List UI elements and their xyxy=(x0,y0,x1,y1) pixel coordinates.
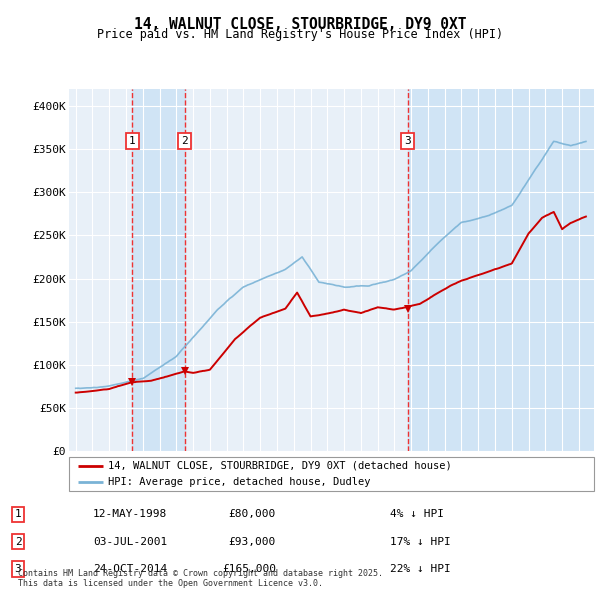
Text: 1: 1 xyxy=(14,510,22,519)
Text: Price paid vs. HM Land Registry's House Price Index (HPI): Price paid vs. HM Land Registry's House … xyxy=(97,28,503,41)
Text: HPI: Average price, detached house, Dudley: HPI: Average price, detached house, Dudl… xyxy=(109,477,371,487)
Text: 12-MAY-1998: 12-MAY-1998 xyxy=(93,510,167,519)
Text: 4% ↓ HPI: 4% ↓ HPI xyxy=(390,510,444,519)
Text: 22% ↓ HPI: 22% ↓ HPI xyxy=(390,564,451,573)
Text: 2: 2 xyxy=(14,537,22,546)
Text: £93,000: £93,000 xyxy=(229,537,276,546)
Text: 1: 1 xyxy=(128,136,136,146)
Text: 24-OCT-2014: 24-OCT-2014 xyxy=(93,564,167,573)
Text: 2: 2 xyxy=(181,136,188,146)
Text: £80,000: £80,000 xyxy=(229,510,276,519)
Text: 3: 3 xyxy=(404,136,412,146)
Text: 14, WALNUT CLOSE, STOURBRIDGE, DY9 0XT (detached house): 14, WALNUT CLOSE, STOURBRIDGE, DY9 0XT (… xyxy=(109,461,452,471)
Bar xyxy=(408,88,594,451)
Bar xyxy=(132,88,185,451)
Text: 14, WALNUT CLOSE, STOURBRIDGE, DY9 0XT: 14, WALNUT CLOSE, STOURBRIDGE, DY9 0XT xyxy=(134,17,466,31)
Text: 3: 3 xyxy=(14,564,22,573)
Text: Contains HM Land Registry data © Crown copyright and database right 2025.
This d: Contains HM Land Registry data © Crown c… xyxy=(18,569,383,588)
Text: 03-JUL-2001: 03-JUL-2001 xyxy=(93,537,167,546)
Text: 17% ↓ HPI: 17% ↓ HPI xyxy=(390,537,451,546)
Text: £165,000: £165,000 xyxy=(222,564,276,573)
